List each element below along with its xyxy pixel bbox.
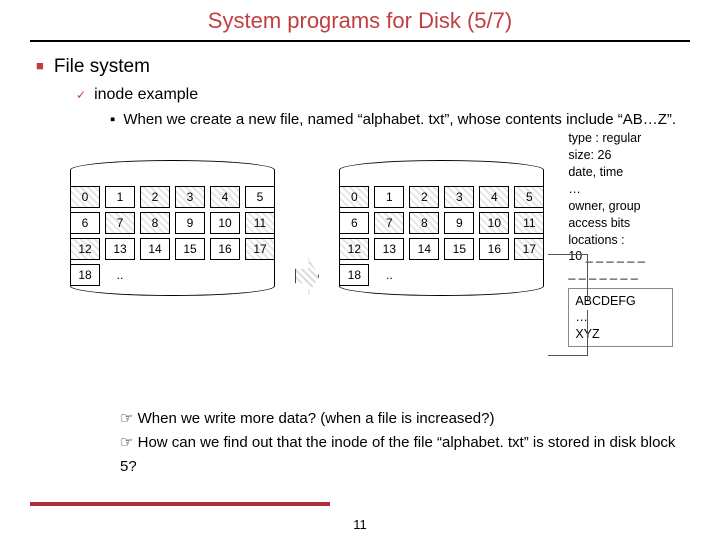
block-13: 13: [105, 238, 135, 260]
block-14: 14: [409, 238, 439, 260]
diagram-row: 0123456789101112131415161718.. 012345678…: [70, 160, 690, 377]
block-16: 16: [479, 238, 509, 260]
block-11: 11: [514, 212, 544, 234]
block-16: 16: [210, 238, 240, 260]
inode-line: 10 _ _ _ _ _ _: [568, 248, 690, 265]
inode-metadata: type : regularsize: 26date, time…owner, …: [568, 130, 690, 282]
block-5: 5: [514, 186, 544, 208]
block-8: 8: [409, 212, 439, 234]
cylinder-before: 0123456789101112131415161718..: [70, 160, 275, 296]
inode-line: locations :: [568, 232, 690, 249]
block-18: 18: [70, 264, 100, 286]
block-17: 17: [245, 238, 275, 260]
block-6: 6: [70, 212, 100, 234]
data-block-line: XYZ: [575, 326, 666, 342]
block-14: 14: [140, 238, 170, 260]
block-10: 10: [479, 212, 509, 234]
block-0: 0: [70, 186, 100, 208]
block-8: 8: [140, 212, 170, 234]
block-9: 9: [444, 212, 474, 234]
data-block-line: ABCDEFG: [575, 293, 666, 309]
inode-line: …: [568, 181, 690, 198]
block-18: 18: [339, 264, 369, 286]
inode-line: access bits: [568, 215, 690, 232]
content-area: File system inode example When we create…: [0, 42, 720, 479]
block-4: 4: [479, 186, 509, 208]
question-1: When we write more data? (when a file is…: [120, 407, 690, 431]
block-grid-right: 0123456789101112131415161718..: [339, 178, 544, 296]
block-9: 9: [175, 212, 205, 234]
block-12: 12: [339, 238, 369, 260]
page-number: 11: [353, 517, 367, 532]
block-6: 6: [339, 212, 369, 234]
arrow-icon: [295, 258, 319, 294]
inode-line: type : regular: [568, 130, 690, 147]
side-annotations: type : regularsize: 26date, time…owner, …: [568, 130, 690, 347]
block-12: 12: [70, 238, 100, 260]
inode-line: owner, group: [568, 198, 690, 215]
questions: When we write more data? (when a file is…: [120, 407, 690, 479]
block-ellipsis: ..: [105, 264, 135, 286]
block-2: 2: [409, 186, 439, 208]
inode-line: _ _ _ _ _ _ _: [568, 265, 690, 282]
block-3: 3: [444, 186, 474, 208]
heading-level-2: inode example: [76, 86, 690, 104]
data-block-box: ABCDEFG…XYZ: [568, 288, 673, 347]
bottom-accent-bar: [30, 502, 330, 506]
inode-line: date, time: [568, 164, 690, 181]
block-7: 7: [105, 212, 135, 234]
block-4: 4: [210, 186, 240, 208]
block-1: 1: [374, 186, 404, 208]
block-11: 11: [245, 212, 275, 234]
block-2: 2: [140, 186, 170, 208]
heading-level-3: When we create a new file, named “alphab…: [110, 110, 690, 130]
data-block-line: …: [575, 309, 666, 325]
block-0: 0: [339, 186, 369, 208]
block-5: 5: [245, 186, 275, 208]
block-17: 17: [514, 238, 544, 260]
block-7: 7: [374, 212, 404, 234]
block-1: 1: [105, 186, 135, 208]
block-13: 13: [374, 238, 404, 260]
block-ellipsis: ..: [374, 264, 404, 286]
page-title: System programs for Disk (5/7): [0, 0, 720, 34]
block-3: 3: [175, 186, 205, 208]
question-2: How can we find out that the inode of th…: [120, 431, 690, 479]
block-grid-left: 0123456789101112131415161718..: [70, 178, 275, 296]
block-10: 10: [210, 212, 240, 234]
heading-level-1: File system: [36, 56, 690, 78]
cylinder-after: 0123456789101112131415161718..: [339, 160, 544, 296]
block-15: 15: [175, 238, 205, 260]
inode-line: size: 26: [568, 147, 690, 164]
block-15: 15: [444, 238, 474, 260]
